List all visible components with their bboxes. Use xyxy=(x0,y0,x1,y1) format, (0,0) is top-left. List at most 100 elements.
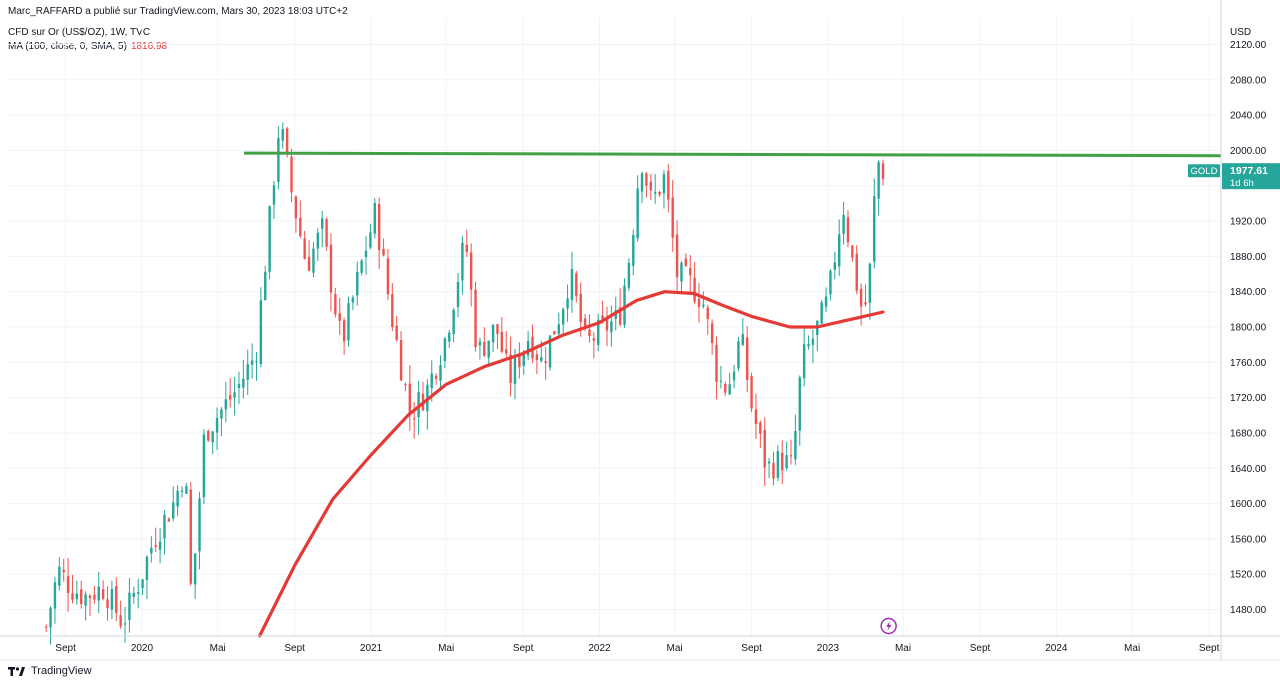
candle-body xyxy=(776,451,780,479)
candle-body xyxy=(759,422,762,434)
candle-body xyxy=(307,256,311,271)
candlestick-series xyxy=(44,122,885,645)
candle-body xyxy=(123,623,127,625)
candle-body xyxy=(824,296,828,307)
candle-body xyxy=(732,371,736,381)
candle-body xyxy=(189,489,192,584)
candle-body xyxy=(356,271,359,296)
candle-body xyxy=(461,242,464,281)
candle-body xyxy=(88,595,92,599)
candle-body xyxy=(592,338,596,341)
candle-body xyxy=(255,360,258,362)
candle-body xyxy=(864,302,867,305)
symbol-tag xyxy=(1188,164,1220,178)
candle-body xyxy=(877,162,880,199)
candle-body xyxy=(145,556,149,580)
candle-body xyxy=(325,219,328,247)
time-tick-label: Sept xyxy=(284,643,305,654)
price-tick-label: 1800.00 xyxy=(1230,323,1267,334)
candle-body xyxy=(798,377,801,431)
time-tick-label: 2024 xyxy=(1045,643,1068,654)
candle-body xyxy=(583,318,587,328)
price-tick-label: 1680.00 xyxy=(1230,428,1267,439)
time-tick-label: Mai xyxy=(1124,643,1140,654)
candle-body xyxy=(632,234,635,266)
tradingview-logo-icon xyxy=(8,666,26,676)
candle-body xyxy=(154,545,157,547)
event-markers xyxy=(880,617,897,635)
candle-body xyxy=(789,455,793,457)
candle-body xyxy=(767,461,771,464)
candle-body xyxy=(128,592,131,621)
candle-body xyxy=(509,354,512,384)
candle-body xyxy=(439,365,442,381)
candle-body xyxy=(163,514,166,539)
candle-body xyxy=(618,307,622,325)
candle-body xyxy=(277,137,280,182)
candle-body xyxy=(859,288,863,307)
candle-body xyxy=(413,418,416,420)
candle-body xyxy=(369,232,372,248)
candle-body xyxy=(150,547,153,554)
candle-body xyxy=(675,234,679,278)
candle-body xyxy=(505,349,508,354)
candle-body xyxy=(338,313,341,321)
candle-body xyxy=(452,309,455,335)
candle-body xyxy=(53,582,57,609)
candle-body xyxy=(93,594,96,600)
ma-legend[interactable]: MA (100, close, 0, SMA, 5) 1816.98 xyxy=(8,41,167,52)
candle-body xyxy=(623,285,626,325)
candle-body xyxy=(829,270,832,295)
candle-body xyxy=(202,434,206,498)
candle-body xyxy=(653,191,657,194)
candle-body xyxy=(833,262,837,270)
price-tick-label: 1720.00 xyxy=(1230,393,1267,404)
candle-body xyxy=(62,569,65,573)
candle-body xyxy=(728,384,731,395)
candle-body xyxy=(207,431,210,441)
candle-body xyxy=(285,128,289,155)
symbol-tag-label: GOLD xyxy=(1191,166,1218,177)
bar-countdown: 1d 6h xyxy=(1230,178,1254,189)
time-tick-label: Mai xyxy=(667,643,683,654)
candle-body xyxy=(364,250,368,257)
time-tick-label: Sept xyxy=(970,643,991,654)
candle-body xyxy=(215,417,219,433)
candle-body xyxy=(689,267,692,276)
price-tick-label: 1840.00 xyxy=(1230,287,1267,298)
candle-body xyxy=(408,383,412,415)
candle-body xyxy=(290,156,293,193)
candle-body xyxy=(702,304,705,307)
candle-body xyxy=(671,197,674,238)
candle-body xyxy=(233,392,236,398)
candle-body xyxy=(198,498,201,552)
last-price-value: 1977.61 xyxy=(1230,165,1268,177)
candle-body xyxy=(193,553,197,585)
candle-body xyxy=(496,324,499,334)
candle-body xyxy=(763,429,766,468)
candle-body xyxy=(66,576,70,593)
candle-body xyxy=(873,196,876,262)
candle-body xyxy=(772,462,775,479)
tradingview-brand[interactable]: TradingView xyxy=(8,665,92,677)
candle-body xyxy=(737,341,740,369)
candle-body xyxy=(785,455,788,469)
price-tick-label: 1880.00 xyxy=(1230,252,1267,263)
time-tick-label: Sept xyxy=(1199,643,1220,654)
candle-body xyxy=(601,315,604,320)
candle-body xyxy=(513,356,517,384)
candle-body xyxy=(417,392,420,418)
candle-body xyxy=(119,615,122,627)
price-tick-label: 1920.00 xyxy=(1230,217,1267,228)
symbol-legend[interactable]: CFD sur Or (US$/OZ), 1W, TVC xyxy=(8,27,151,38)
price-tick-label: 2120.00 xyxy=(1230,40,1267,51)
candle-body xyxy=(141,579,144,589)
candle-body xyxy=(250,360,254,365)
candle-body xyxy=(566,298,569,309)
candle-body xyxy=(237,383,241,388)
candle-body xyxy=(44,626,48,628)
candle-body xyxy=(448,332,451,342)
candle-body xyxy=(469,252,473,290)
